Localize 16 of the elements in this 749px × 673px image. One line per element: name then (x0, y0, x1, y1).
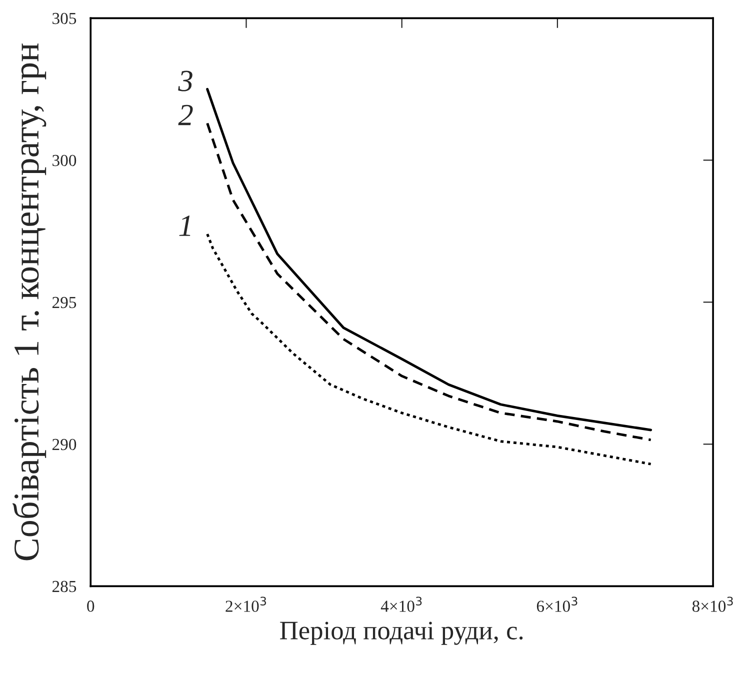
series-label: 3 (178, 70, 192, 92)
x-tick-label: 6×10$^{3}$ (536, 596, 578, 612)
series-label: 1 (179, 216, 190, 236)
line-series (206, 232, 652, 466)
x-tick-label: 4×10$^{3}$ (380, 596, 422, 612)
series-label: 2 (178, 104, 193, 126)
y-tick-label: 285 (52, 580, 76, 592)
x-axis-title: Період подачі руди, с. (280, 622, 523, 645)
y-tick-label: 305 (52, 12, 76, 24)
x-tick-label: 8×10$^{3}$ (692, 596, 733, 612)
y-tick-label: 300 (52, 154, 76, 166)
y-axis-title: Собівартість 1 т. концентрату, грн (12, 43, 46, 560)
x-tick-label: 0 (87, 600, 94, 612)
y-tick-label: 290 (52, 438, 76, 450)
y-tick-label: 295 (52, 296, 76, 308)
x-tick-label: 2×10$^{3}$ (226, 596, 266, 612)
